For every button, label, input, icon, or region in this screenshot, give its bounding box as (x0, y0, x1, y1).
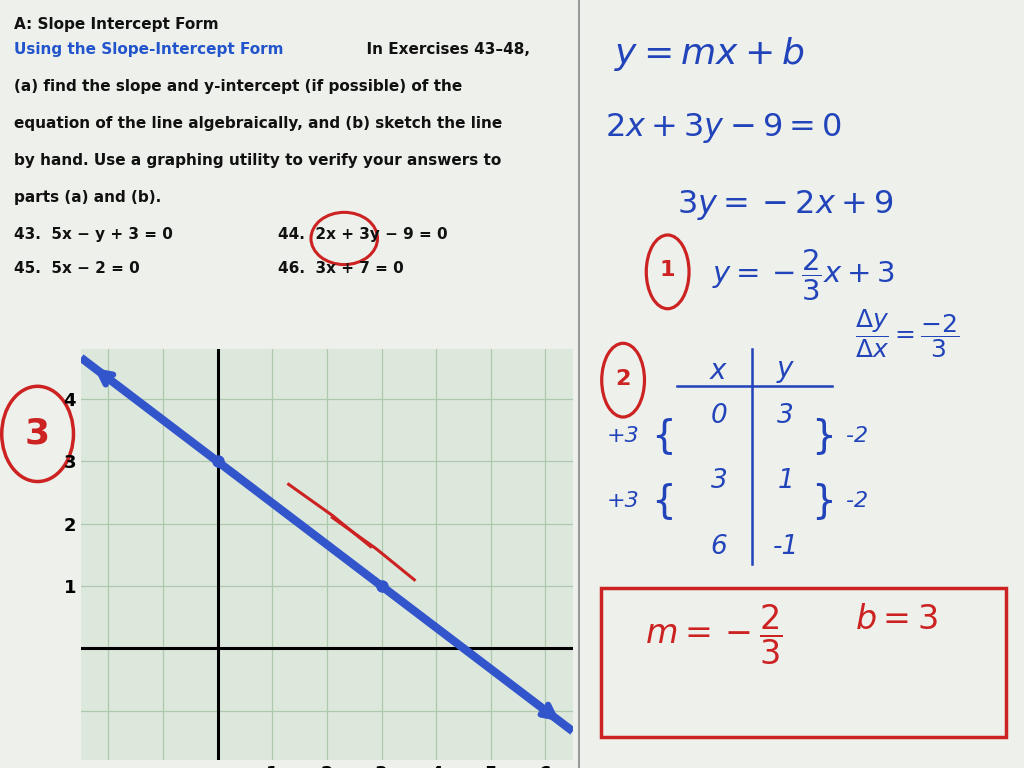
Text: {: { (651, 482, 676, 520)
Text: parts (a) and (b).: parts (a) and (b). (14, 190, 162, 205)
Bar (601, 588, 1007, 737)
Text: $y$: $y$ (776, 357, 796, 385)
Text: }: } (811, 417, 836, 455)
Text: 44.  2x + 3y − 9 = 0: 44. 2x + 3y − 9 = 0 (278, 227, 447, 242)
Text: {: { (651, 417, 676, 455)
Text: 6: 6 (711, 534, 727, 560)
Text: -2: -2 (846, 426, 868, 446)
Text: 1: 1 (777, 468, 794, 495)
Text: 1: 1 (659, 260, 676, 280)
Text: $\dfrac{\Delta y}{\Delta x} = \dfrac{-2}{3}$: $\dfrac{\Delta y}{\Delta x} = \dfrac{-2}… (855, 307, 959, 360)
Text: 45.  5x − 2 = 0: 45. 5x − 2 = 0 (14, 261, 140, 276)
Text: 3: 3 (777, 403, 794, 429)
Text: 46.  3x + 7 = 0: 46. 3x + 7 = 0 (278, 261, 403, 276)
Text: 3: 3 (25, 417, 50, 451)
Text: $b = 3$: $b = 3$ (855, 603, 938, 636)
Text: $x$: $x$ (710, 357, 728, 385)
Text: -2: -2 (846, 491, 868, 511)
Text: by hand. Use a graphing utility to verify your answers to: by hand. Use a graphing utility to verif… (14, 153, 502, 168)
Text: (a) find the slope and y-intercept (if possible) of the: (a) find the slope and y-intercept (if p… (14, 79, 463, 94)
Text: -1: -1 (772, 534, 799, 560)
Text: A: Slope Intercept Form: A: Slope Intercept Form (14, 17, 219, 32)
Text: Using the Slope-Intercept Form: Using the Slope-Intercept Form (14, 42, 284, 58)
Text: }: } (811, 482, 836, 520)
Text: In Exercises 43–48,: In Exercises 43–48, (355, 42, 529, 58)
Text: $3y = -2x + 9$: $3y = -2x + 9$ (677, 188, 893, 222)
Text: 3: 3 (711, 468, 727, 495)
Text: $m = -\dfrac{2}{3}$: $m = -\dfrac{2}{3}$ (645, 603, 783, 667)
Text: $y = mx + b$: $y = mx + b$ (614, 35, 805, 72)
Text: $2x + 3y - 9 = 0$: $2x + 3y - 9 = 0$ (605, 111, 843, 145)
Text: 0: 0 (711, 403, 727, 429)
Text: $y = -\dfrac{2}{3}x + 3$: $y = -\dfrac{2}{3}x + 3$ (713, 248, 895, 303)
Text: 2: 2 (615, 369, 631, 389)
Text: +3: +3 (607, 426, 639, 446)
Text: equation of the line algebraically, and (b) sketch the line: equation of the line algebraically, and … (14, 116, 503, 131)
Text: +3: +3 (607, 491, 639, 511)
Text: 43.  5x − y + 3 = 0: 43. 5x − y + 3 = 0 (14, 227, 173, 242)
